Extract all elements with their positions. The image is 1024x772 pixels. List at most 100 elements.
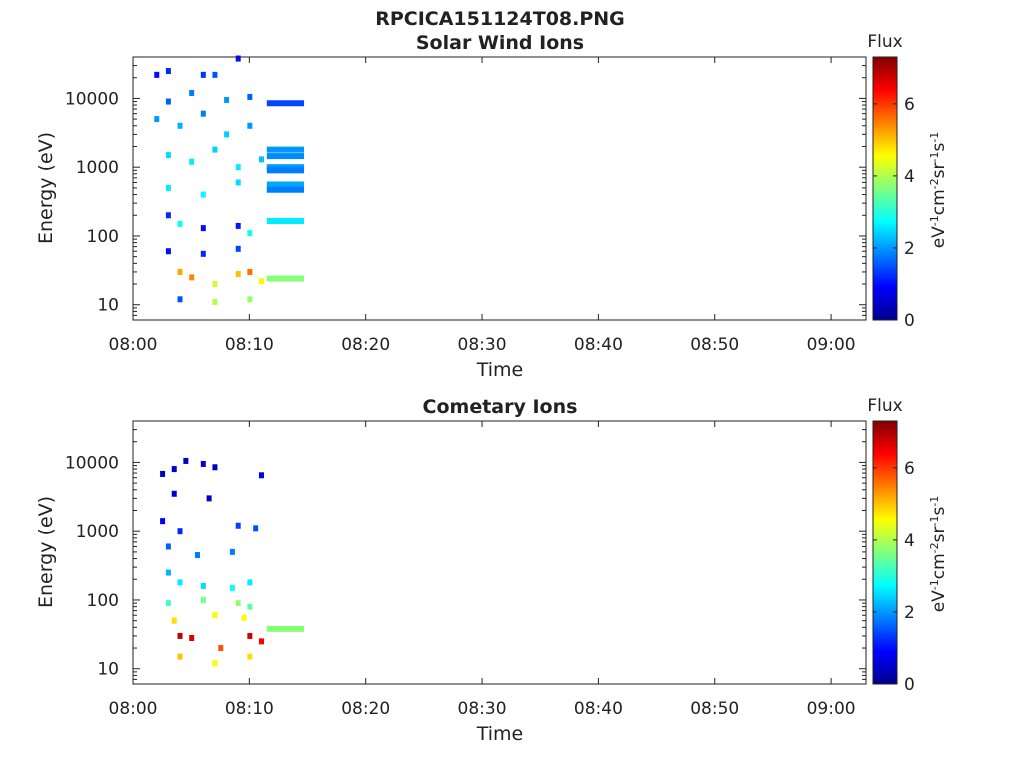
- data-point: [229, 548, 235, 555]
- data-point: [171, 617, 177, 624]
- data-point: [212, 298, 218, 305]
- data-point: [165, 152, 171, 159]
- colorbar-tick-label: 2: [904, 239, 915, 259]
- x-tick-label: 09:00: [807, 699, 856, 719]
- data-point: [235, 222, 241, 229]
- data-point: [171, 490, 177, 497]
- data-band: [266, 167, 305, 174]
- data-band: [266, 153, 305, 160]
- x-tick-label: 08:10: [225, 699, 274, 719]
- data-point: [160, 470, 166, 477]
- colorbar-tick-label: 2: [904, 603, 915, 623]
- data-point: [154, 71, 160, 78]
- data-point: [258, 472, 264, 479]
- y-tick-label: 100: [87, 591, 119, 611]
- data-point: [229, 584, 235, 591]
- data-band: [266, 218, 305, 225]
- data-band: [266, 146, 305, 153]
- panel-title: Solar Wind Ions: [416, 32, 584, 54]
- data-point: [258, 156, 264, 163]
- data-point: [212, 281, 218, 288]
- data-point: [165, 569, 171, 576]
- data-point: [165, 600, 171, 607]
- colorbar-tick-label: 6: [904, 459, 915, 479]
- colorbar-units: eV-1cm-2sr-1s-1: [928, 496, 949, 613]
- colorbar-label: Flux: [867, 32, 902, 52]
- data-point: [212, 464, 218, 471]
- data-point: [177, 579, 183, 586]
- x-tick-label: 08:20: [341, 699, 390, 719]
- data-point: [235, 522, 241, 529]
- panel-title: Cometary Ions: [423, 396, 578, 418]
- data-point: [241, 614, 247, 621]
- data-point: [247, 122, 253, 129]
- y-tick-label: 10000: [65, 453, 119, 473]
- data-point: [160, 518, 166, 525]
- data-point: [154, 116, 160, 123]
- colorbar-gradient: [872, 420, 898, 685]
- y-axis-label: Energy (eV): [35, 496, 57, 608]
- data-point: [247, 653, 253, 660]
- y-tick-label: 1000: [76, 158, 119, 178]
- colorbar: 0 2 4 6: [872, 420, 915, 695]
- x-axis-label: Time: [476, 723, 524, 745]
- data-point: [200, 71, 206, 78]
- data-point: [177, 220, 183, 227]
- data-point: [177, 528, 183, 535]
- data-point: [200, 225, 206, 232]
- colorbar-tick-label: 6: [904, 95, 915, 115]
- colorbar-tick-label: 0: [904, 675, 915, 695]
- data-point: [212, 660, 218, 667]
- colorbar: 0 2 4 6: [872, 56, 915, 331]
- data-point: [235, 55, 241, 62]
- colorbar-units: eV-1cm-2sr-1s-1: [928, 132, 949, 249]
- data-point: [224, 131, 230, 138]
- y-tick-label: 1000: [76, 522, 119, 542]
- colorbar-tick-label: 0: [904, 311, 915, 331]
- data-point: [247, 579, 253, 586]
- data-point: [253, 525, 259, 532]
- data-point: [183, 457, 189, 464]
- data-point: [189, 158, 195, 165]
- data-point: [200, 250, 206, 257]
- y-tick-label: 10: [97, 296, 119, 316]
- data-point: [165, 248, 171, 255]
- solar-wind-panel: Solar Wind Ions 08:00 08:10 08:20 08:30 08:4…: [35, 32, 949, 381]
- data-point: [258, 638, 264, 645]
- data-point: [165, 212, 171, 219]
- data-point: [194, 552, 200, 559]
- data-point: [212, 71, 218, 78]
- data-point: [212, 146, 218, 153]
- x-tick-label: 09:00: [807, 335, 856, 355]
- data-band: [266, 275, 305, 282]
- data-point: [235, 600, 241, 607]
- data-point: [247, 268, 253, 275]
- data-point: [212, 612, 218, 619]
- data-point: [247, 93, 253, 100]
- data-band: [266, 625, 305, 632]
- data-point: [165, 184, 171, 191]
- data-point: [247, 603, 253, 610]
- data-point: [200, 191, 206, 198]
- data-point: [177, 122, 183, 129]
- data-point: [235, 179, 241, 186]
- data-point: [165, 68, 171, 75]
- figure-title: RPCICA151124T08.PNG: [375, 8, 625, 30]
- data-point: [200, 460, 206, 467]
- x-tick-label: 08:30: [458, 699, 507, 719]
- data-point: [200, 596, 206, 603]
- x-tick-label: 08:20: [341, 335, 390, 355]
- data-point: [235, 270, 241, 277]
- x-axis-label: Time: [476, 359, 524, 381]
- data-point: [247, 296, 253, 303]
- x-tick-label: 08:10: [225, 335, 274, 355]
- data-point: [200, 110, 206, 117]
- data-point: [189, 274, 195, 281]
- data-point: [247, 230, 253, 237]
- data-point: [235, 245, 241, 252]
- x-tick-label: 08:30: [458, 335, 507, 355]
- x-tick-label: 08:40: [574, 335, 623, 355]
- data-point: [189, 89, 195, 96]
- plot-area: 08:00 08:10 08:20 08:30 08:40 08:50 09:00 10 100…: [65, 420, 867, 719]
- x-tick-label: 08:50: [690, 335, 739, 355]
